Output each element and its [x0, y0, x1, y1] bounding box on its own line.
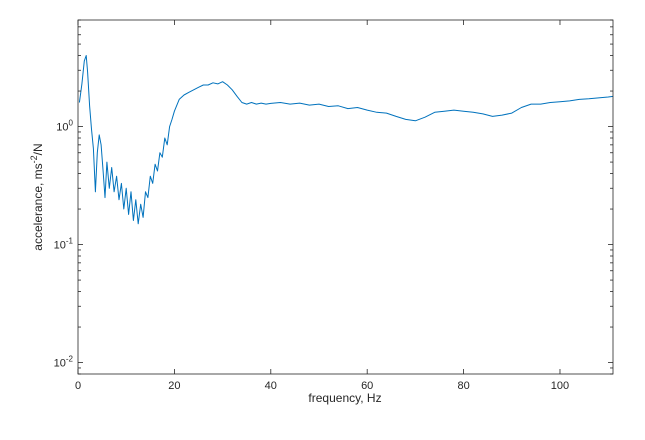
y-tick-label: 10-2	[54, 355, 74, 370]
x-tick-label: 0	[75, 380, 81, 392]
x-tick-label: 20	[168, 380, 180, 392]
series-line	[78, 55, 614, 225]
x-axis-label: frequency, Hz	[308, 391, 381, 405]
plot-background	[78, 20, 613, 374]
y-axis-ticks: 10-2 10-1 100	[54, 19, 613, 375]
plot-box	[77, 19, 614, 375]
x-tick-label: 100	[551, 380, 569, 392]
x-tick-label: 40	[265, 380, 277, 392]
x-tick-label: 80	[457, 380, 469, 392]
y-axis-label: accelerance, ms-2/N	[29, 143, 45, 250]
x-axis-ticks: 0 20 40 60 80 100	[75, 20, 569, 392]
x-tick-label: 60	[361, 380, 373, 392]
y-tick-label: 100	[56, 119, 73, 134]
y-tick-label: 10-1	[54, 237, 74, 252]
